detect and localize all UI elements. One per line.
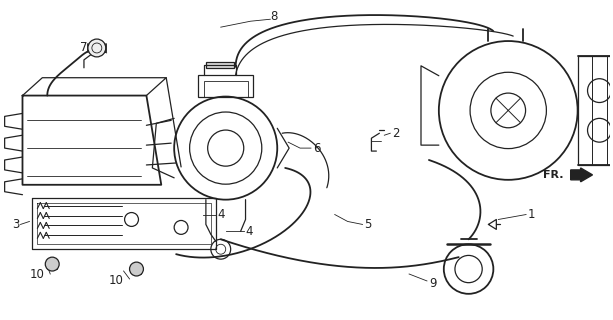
- Bar: [132, 264, 142, 274]
- Circle shape: [88, 39, 106, 57]
- Text: FR.: FR.: [543, 170, 563, 180]
- Circle shape: [129, 262, 143, 276]
- Text: 2: 2: [392, 127, 400, 140]
- Text: 9: 9: [429, 277, 436, 291]
- Bar: [204, 81, 248, 97]
- Text: 4: 4: [246, 225, 253, 238]
- Bar: [577, 56, 613, 165]
- Text: 5: 5: [365, 218, 372, 231]
- Bar: [198, 75, 253, 97]
- Text: 10: 10: [29, 268, 44, 281]
- FancyArrow shape: [571, 168, 593, 182]
- Text: 3: 3: [13, 218, 20, 231]
- Text: 7: 7: [80, 42, 88, 54]
- Text: 4: 4: [218, 208, 225, 221]
- Text: 8: 8: [270, 10, 278, 23]
- Bar: [206, 62, 234, 68]
- Bar: [47, 259, 57, 269]
- Text: 1: 1: [528, 208, 536, 221]
- Text: 6: 6: [313, 142, 321, 155]
- Text: 10: 10: [109, 275, 124, 287]
- Circle shape: [45, 257, 59, 271]
